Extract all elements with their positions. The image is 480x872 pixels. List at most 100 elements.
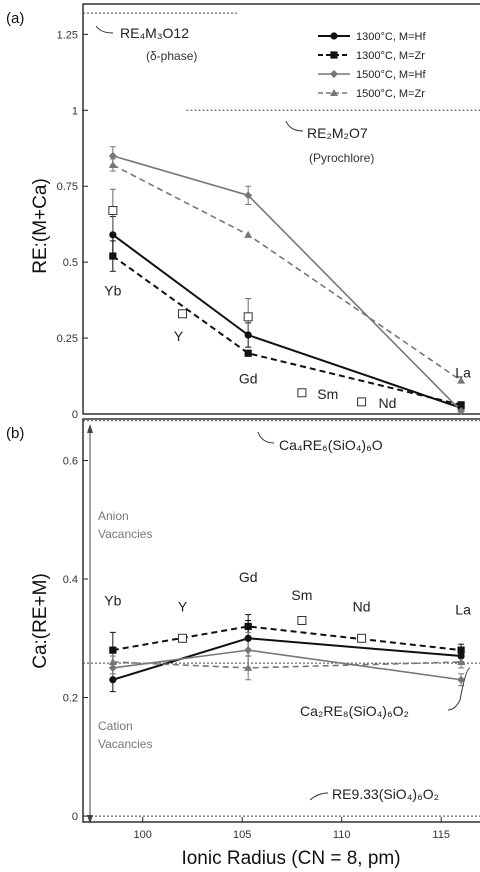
y-tick-label-0: 0 <box>72 811 78 823</box>
open-square-1 <box>297 616 307 625</box>
series-point-2-2 <box>457 675 466 684</box>
series-point-2-1 <box>244 646 253 655</box>
series-point-0-2 <box>457 652 465 660</box>
legend-marker-2 <box>330 70 338 78</box>
element-label-0: Yb <box>104 593 121 609</box>
panel-a-y-ticks: 0 0.25 0.5 0.75 1 1.25 <box>57 29 88 421</box>
ca2re8-arrow <box>447 667 471 711</box>
panel-a-element-labels: Yb Y Gd Sm Nd La <box>104 283 471 411</box>
open-square-0 <box>178 633 187 643</box>
legend-marker-3 <box>330 89 338 96</box>
legend-label-3: 1500°C, M=Zr <box>356 88 425 100</box>
delta-phase-arrow <box>95 25 114 34</box>
panel-b-open-markers <box>178 616 367 643</box>
open-square-2 <box>243 312 253 322</box>
series-point-1-0 <box>109 646 117 654</box>
y-tick-label-1: 0.25 <box>57 333 78 345</box>
y-tick-label-3: 0.6 <box>63 455 78 467</box>
pyrochlore-name: (Pyrochlore) <box>309 151 374 165</box>
series-point-1-0 <box>109 252 117 260</box>
series-point-2-0 <box>108 663 117 672</box>
x-axis-title: Ionic Radius (CN = 8, pm) <box>181 848 400 869</box>
element-label-2: Gd <box>239 371 258 387</box>
x-tick-label-1: 105 <box>233 829 251 841</box>
series-point-1-1 <box>244 622 252 631</box>
panel-a-frame <box>82 3 480 415</box>
panel-a-open-markers <box>108 206 367 407</box>
element-label-0: Yb <box>104 283 121 299</box>
element-label-1: Y <box>174 328 184 344</box>
re933-formula: RE9.33(SiO₄)₆O₂ <box>332 786 439 802</box>
series-point-3-0 <box>108 160 117 168</box>
panel-a-reference-lines <box>83 12 480 111</box>
series-point-1-2 <box>457 646 465 654</box>
panel-a-label: (a) <box>6 10 24 27</box>
panel-b-label: (b) <box>6 425 24 442</box>
ca4re6-arrow <box>257 431 275 444</box>
panel-b-element-labels: Yb Y Gd Sm Nd La <box>104 569 471 618</box>
legend-marker-0 <box>330 32 338 40</box>
series-point-3-2 <box>457 657 466 665</box>
legend-label-1: 1300°C, M=Zr <box>356 50 425 62</box>
ca2re8-formula: Ca₂RE₈(SiO₄)₆O₂ <box>300 703 409 719</box>
pyrochlore-formula: RE₂M₂O7 <box>307 125 368 141</box>
y-tick-label-1: 0.2 <box>63 693 78 705</box>
delta-phase-formula: RE₄M₃O12 <box>120 25 189 41</box>
element-label-2: Gd <box>239 569 258 585</box>
series-line-1 <box>112 255 462 406</box>
open-square-0 <box>108 206 118 216</box>
element-label-5: La <box>455 365 471 381</box>
x-tick-label-0: 100 <box>134 829 152 841</box>
y-tick-label-2: 0.5 <box>63 257 78 269</box>
legend: 1300°C, M=Hf 1300°C, M=Zr 1500°C, M=Hf 1500… <box>318 31 426 100</box>
y-tick-label-5: 1.25 <box>57 29 78 41</box>
panel-b-x-ticks: 100 105 110 115 <box>134 817 450 841</box>
series-point-1-2 <box>457 401 465 409</box>
open-square-3 <box>297 388 307 398</box>
series-point-2-1 <box>244 191 253 200</box>
panel-a-markers <box>108 151 466 415</box>
cation-vacancies-label-1: Cation <box>98 719 133 733</box>
anion-vacancies-label-2: Vacancies <box>98 527 152 541</box>
element-label-4: Nd <box>379 395 397 411</box>
series-point-0-1 <box>244 634 252 642</box>
element-label-5: La <box>455 602 471 618</box>
series-point-3-1 <box>244 230 253 238</box>
pyrochlore-arrow <box>285 120 304 132</box>
ca4re6-formula: Ca₄RE₆(SiO₄)₆O <box>279 437 383 453</box>
series-point-2-2 <box>457 406 466 415</box>
series-point-3-2 <box>457 376 466 384</box>
series-point-1-1 <box>244 349 252 357</box>
legend-marker-1 <box>330 51 338 59</box>
series-point-0-0 <box>109 676 117 684</box>
open-square-4 <box>357 397 367 407</box>
open-square-2 <box>357 633 367 643</box>
panel-a-y-axis-title: RE:(M+Ca) <box>30 178 51 274</box>
panel-b-y-axis-title: Ca:(RE+M) <box>30 573 51 669</box>
re933-arrow <box>309 792 329 801</box>
y-tick-label-2: 0.4 <box>63 574 78 586</box>
series-line-1 <box>112 625 462 652</box>
open-square-1 <box>178 309 187 319</box>
series-point-3-0 <box>108 657 117 665</box>
y-tick-label-4: 1 <box>72 105 78 117</box>
delta-phase-name: (δ-phase) <box>146 49 197 63</box>
element-label-3: Sm <box>317 386 338 402</box>
panel-b-y-ticks: 0 0.2 0.4 0.6 <box>63 455 88 823</box>
panel-b: (b) Ca:(RE+M) Ionic Radius (CN = 8, pm) … <box>6 418 480 869</box>
element-label-4: Nd <box>353 599 371 615</box>
x-tick-label-2: 110 <box>333 829 351 841</box>
element-label-1: Y <box>178 599 188 615</box>
panel-b-markers <box>108 622 466 684</box>
y-tick-label-3: 0.75 <box>57 181 78 193</box>
legend-label-2: 1500°C, M=Hf <box>356 69 426 81</box>
series-point-2-0 <box>108 151 117 160</box>
panel-a: (a) RE:(M+Ca) Yb Y Gd Sm Nd La 0 0.25 0.5 0.75 1 1… <box>6 3 480 421</box>
series-point-3-1 <box>244 663 253 671</box>
element-label-3: Sm <box>291 587 312 603</box>
series-point-0-1 <box>244 331 252 339</box>
panel-b-frame <box>82 418 480 823</box>
y-tick-label-0: 0 <box>72 409 78 421</box>
